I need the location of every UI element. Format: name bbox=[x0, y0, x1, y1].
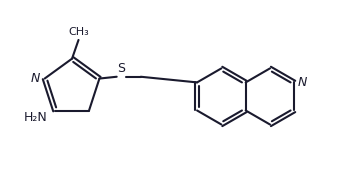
Text: N: N bbox=[31, 72, 40, 85]
Text: H₂N: H₂N bbox=[23, 111, 47, 124]
Text: CH₃: CH₃ bbox=[68, 28, 89, 37]
Text: N: N bbox=[298, 76, 307, 89]
Text: S: S bbox=[117, 62, 125, 75]
